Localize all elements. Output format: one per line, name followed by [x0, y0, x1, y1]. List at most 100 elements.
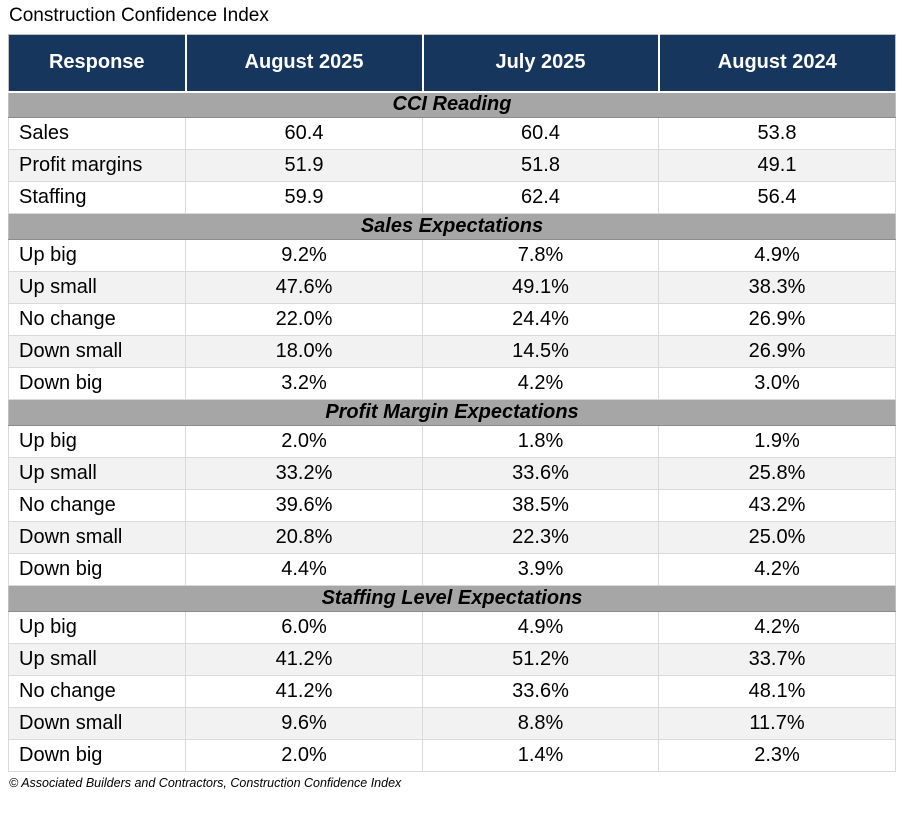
table-row: Down big 3.2% 4.2% 3.0% — [8, 367, 896, 400]
row-label: Up big — [8, 425, 186, 458]
table-row: No change 22.0% 24.4% 26.9% — [8, 303, 896, 336]
row-value: 1.9% — [658, 425, 896, 458]
row-value: 39.6% — [185, 489, 423, 522]
row-value: 6.0% — [185, 611, 423, 644]
table-row: Down small 20.8% 22.3% 25.0% — [8, 521, 896, 554]
row-value: 33.6% — [422, 457, 659, 490]
row-value: 18.0% — [185, 335, 423, 368]
row-value: 4.2% — [658, 611, 896, 644]
table-row: Up big 9.2% 7.8% 4.9% — [8, 239, 896, 272]
row-value: 2.0% — [185, 739, 423, 772]
table-row: Sales 60.4 60.4 53.8 — [8, 117, 896, 150]
page-title: Construction Confidence Index — [9, 5, 269, 26]
row-value: 62.4 — [422, 181, 659, 214]
column-header-response: Response — [8, 34, 187, 93]
row-value: 4.2% — [658, 553, 896, 586]
row-label: No change — [8, 489, 186, 522]
row-label: Down small — [8, 335, 186, 368]
row-label: Staffing — [8, 181, 186, 214]
row-value: 25.8% — [658, 457, 896, 490]
table-row: No change 39.6% 38.5% 43.2% — [8, 489, 896, 522]
section-header: Staffing Level Expectations — [8, 585, 896, 612]
row-label: Down small — [8, 707, 186, 740]
table-row: Up big 2.0% 1.8% 1.9% — [8, 425, 896, 458]
row-label: Up small — [8, 271, 186, 304]
row-value: 1.4% — [422, 739, 659, 772]
row-value: 48.1% — [658, 675, 896, 708]
row-value: 60.4 — [422, 117, 659, 150]
row-label: Up small — [8, 457, 186, 490]
row-value: 4.4% — [185, 553, 423, 586]
cci-table: Response August 2025 July 2025 August 20… — [8, 34, 896, 772]
row-value: 8.8% — [422, 707, 659, 740]
row-label: Up big — [8, 239, 186, 272]
row-value: 38.3% — [658, 271, 896, 304]
row-value: 11.7% — [658, 707, 896, 740]
row-value: 33.7% — [658, 643, 896, 676]
table-row: Up small 33.2% 33.6% 25.8% — [8, 457, 896, 490]
table-row: Up big 6.0% 4.9% 4.2% — [8, 611, 896, 644]
row-label: Down big — [8, 553, 186, 586]
row-value: 53.8 — [658, 117, 896, 150]
row-label: Up small — [8, 643, 186, 676]
row-value: 24.4% — [422, 303, 659, 336]
row-value: 20.8% — [185, 521, 423, 554]
row-value: 49.1 — [658, 149, 896, 182]
section-header: Profit Margin Expectations — [8, 399, 896, 426]
section-header: Sales Expectations — [8, 213, 896, 240]
page: Construction Confidence Index Response A… — [8, 5, 896, 790]
row-value: 51.9 — [185, 149, 423, 182]
row-value: 60.4 — [185, 117, 423, 150]
row-value: 2.0% — [185, 425, 423, 458]
row-value: 9.6% — [185, 707, 423, 740]
table-row: Staffing 59.9 62.4 56.4 — [8, 181, 896, 214]
section-row: Profit Margin Expectations — [8, 399, 896, 426]
row-value: 26.9% — [658, 335, 896, 368]
row-value: 47.6% — [185, 271, 423, 304]
row-value: 51.2% — [422, 643, 659, 676]
row-value: 7.8% — [422, 239, 659, 272]
row-value: 41.2% — [185, 675, 423, 708]
row-value: 9.2% — [185, 239, 423, 272]
table-row: Down big 4.4% 3.9% 4.2% — [8, 553, 896, 586]
row-value: 3.2% — [185, 367, 423, 400]
table-body: CCI Reading Sales 60.4 60.4 53.8 Profit margi… — [8, 91, 896, 772]
row-label: Sales — [8, 117, 186, 150]
table-row: No change 41.2% 33.6% 48.1% — [8, 675, 896, 708]
row-value: 4.2% — [422, 367, 659, 400]
row-value: 59.9 — [185, 181, 423, 214]
row-value: 33.6% — [422, 675, 659, 708]
row-value: 1.8% — [422, 425, 659, 458]
row-value: 4.9% — [422, 611, 659, 644]
row-value: 25.0% — [658, 521, 896, 554]
section-row: Staffing Level Expectations — [8, 585, 896, 612]
row-label: No change — [8, 675, 186, 708]
table-row: Down small 18.0% 14.5% 26.9% — [8, 335, 896, 368]
row-value: 14.5% — [422, 335, 659, 368]
row-label: Down small — [8, 521, 186, 554]
row-value: 4.9% — [658, 239, 896, 272]
row-label: Down big — [8, 367, 186, 400]
row-value: 33.2% — [185, 457, 423, 490]
table-row: Profit margins 51.9 51.8 49.1 — [8, 149, 896, 182]
column-header-august-2025: August 2025 — [185, 34, 424, 93]
row-value: 41.2% — [185, 643, 423, 676]
row-value: 22.3% — [422, 521, 659, 554]
header-row: Response August 2025 July 2025 August 20… — [8, 34, 896, 93]
column-header-august-2024: August 2024 — [658, 34, 896, 93]
table-row: Down big 2.0% 1.4% 2.3% — [8, 739, 896, 772]
row-value: 43.2% — [658, 489, 896, 522]
row-value: 3.9% — [422, 553, 659, 586]
column-header-july-2025: July 2025 — [422, 34, 660, 93]
row-value: 26.9% — [658, 303, 896, 336]
row-value: 22.0% — [185, 303, 423, 336]
section-row: CCI Reading — [8, 91, 896, 118]
table-row: Up small 47.6% 49.1% 38.3% — [8, 271, 896, 304]
row-value: 51.8 — [422, 149, 659, 182]
row-label: Down big — [8, 739, 186, 772]
row-value: 3.0% — [658, 367, 896, 400]
section-header: CCI Reading — [8, 91, 896, 118]
row-value: 49.1% — [422, 271, 659, 304]
row-value: 2.3% — [658, 739, 896, 772]
table-row: Up small 41.2% 51.2% 33.7% — [8, 643, 896, 676]
